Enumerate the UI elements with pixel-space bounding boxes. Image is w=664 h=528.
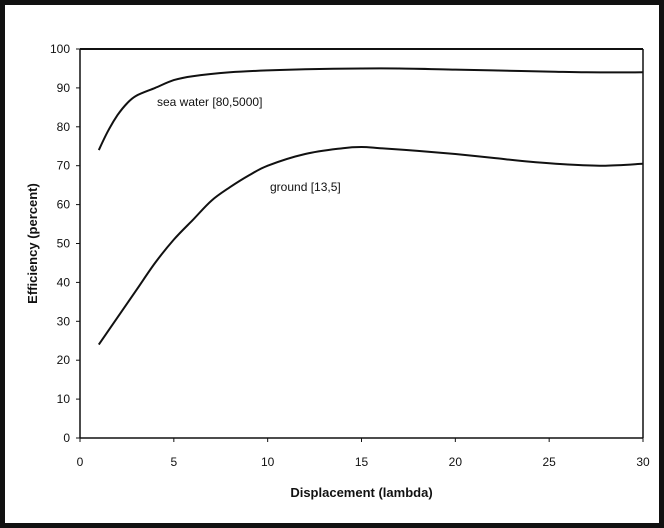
y-tick-label: 70 — [57, 159, 71, 173]
series-line-ground — [97, 145, 644, 346]
y-tick-label: 0 — [63, 431, 70, 445]
series-label-sea-water: sea water [80,5000] — [157, 95, 262, 109]
x-tick-label: 5 — [170, 455, 177, 469]
series-lines — [97, 67, 644, 346]
y-axis-title: Efficiency (percent) — [25, 183, 40, 304]
y-tick-label: 40 — [57, 275, 71, 289]
series-label-ground: ground [13,5] — [270, 180, 341, 194]
x-tick-label: 30 — [636, 455, 650, 469]
x-tick-label: 25 — [542, 455, 556, 469]
y-tick-label: 100 — [50, 42, 70, 56]
x-tick-label: 15 — [355, 455, 369, 469]
y-tick-label: 20 — [57, 353, 71, 367]
series-labels: sea water [80,5000] ground [13,5] — [157, 95, 341, 194]
y-tick-label: 90 — [57, 81, 71, 95]
x-tick-label: 10 — [261, 455, 275, 469]
y-tick-label: 30 — [57, 314, 71, 328]
y-tick-label: 50 — [57, 237, 71, 251]
ticks: 0 10 20 30 40 50 60 70 80 90 100 0 5 10 15 20 25 30 — [50, 42, 650, 469]
x-tick-label: 0 — [77, 455, 84, 469]
y-tick-label: 80 — [57, 120, 71, 134]
x-tick-label: 20 — [449, 455, 463, 469]
series-line-sea-water — [97, 67, 644, 151]
y-tick-label: 60 — [57, 198, 71, 212]
x-axis-title: Displacement (lambda) — [290, 485, 432, 500]
y-tick-label: 10 — [57, 392, 71, 406]
